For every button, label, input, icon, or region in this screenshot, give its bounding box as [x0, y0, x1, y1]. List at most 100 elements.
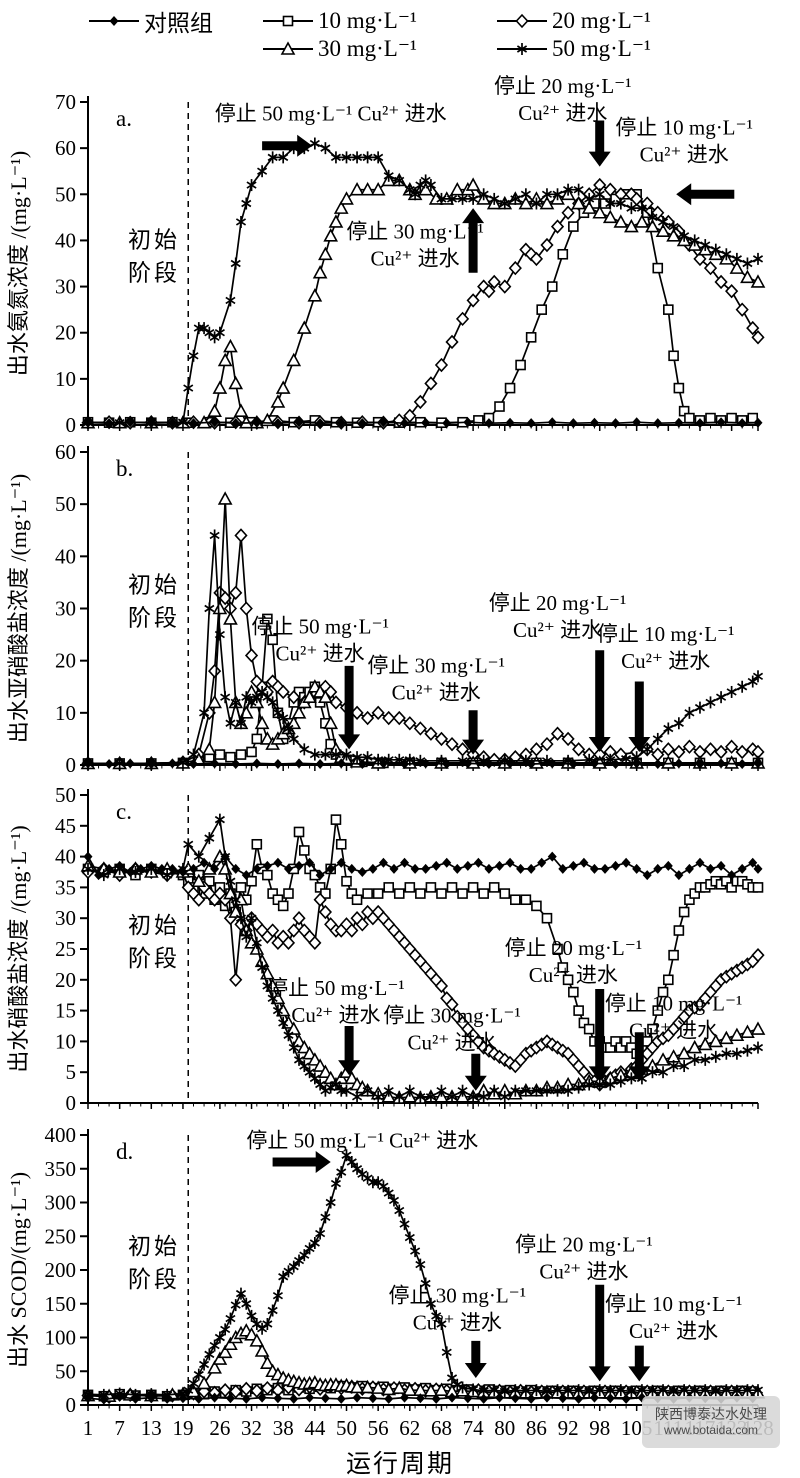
svg-text:40: 40 [55, 544, 76, 568]
svg-text:0: 0 [66, 753, 77, 777]
initial-phase-label: 阶段 [128, 606, 180, 631]
svg-text:10: 10 [55, 367, 76, 391]
svg-text:10: 10 [55, 1029, 76, 1053]
series-s50 [82, 1149, 764, 1401]
svg-text:Cu²⁺ 进水: Cu²⁺ 进水 [392, 680, 481, 704]
legend-item-30: 30 mg·L⁻¹ [262, 36, 417, 62]
x-tick-label: 80 [494, 1416, 515, 1440]
series-s20 [81, 528, 765, 771]
annotation: 停止 10 mg·L⁻¹ Cu²⁺ 进水 [605, 1292, 743, 1382]
x-tick-label: 68 [431, 1416, 452, 1440]
svg-text:50: 50 [55, 182, 76, 206]
legend-item-20: 20 mg·L⁻¹ [496, 8, 651, 34]
svg-text:停止 10 mg·L⁻¹: 停止 10 mg·L⁻¹ [615, 116, 753, 140]
svg-text:60: 60 [55, 440, 76, 464]
x-tick-label: 92 [558, 1416, 579, 1440]
svg-text:Cu²⁺ 进水: Cu²⁺ 进水 [371, 247, 460, 271]
svg-text:Cu²⁺ 进水: Cu²⁺ 进水 [407, 1031, 496, 1055]
svg-text:0: 0 [66, 1393, 77, 1417]
svg-text:5: 5 [66, 1060, 77, 1084]
svg-text:Cu²⁺ 进水: Cu²⁺ 进水 [629, 1018, 718, 1042]
svg-text:停止 30 mg·L⁻¹: 停止 30 mg·L⁻¹ [346, 220, 484, 244]
legend-label: 10 mg·L⁻¹ [318, 8, 417, 33]
svg-text:Cu²⁺ 进水: Cu²⁺ 进水 [629, 1319, 718, 1343]
svg-text:停止 10 mg·L⁻¹: 停止 10 mg·L⁻¹ [605, 991, 743, 1015]
y-axis-title: 出水硝酸盐浓度 /(mg·L⁻¹) [6, 825, 31, 1072]
svg-text:400: 400 [45, 1123, 77, 1147]
x-tick-label: 7 [114, 1416, 125, 1440]
svg-text:Cu²⁺ 进水: Cu²⁺ 进水 [529, 963, 618, 987]
annotation: 停止 30 mg·L⁻¹ Cu²⁺ 进水 [383, 1004, 521, 1091]
series-control [83, 417, 763, 429]
annotation: 停止 50 mg·L⁻¹ Cu²⁺ 进水 [215, 102, 447, 157]
annotation: 停止 10 mg·L⁻¹ Cu²⁺ 进水 [605, 991, 743, 1082]
x-tick-label: 26 [209, 1416, 230, 1440]
panel-letter: c. [116, 799, 132, 824]
x-axis-title: 运行周期 [345, 1451, 454, 1478]
svg-text:35: 35 [55, 875, 76, 899]
svg-text:Cu²⁺ 进水: Cu²⁺ 进水 [513, 618, 602, 642]
legend-label: 50 mg·L⁻¹ [552, 36, 651, 61]
svg-text:25: 25 [55, 937, 76, 961]
legend-label: 30 mg·L⁻¹ [318, 36, 417, 61]
svg-text:30: 30 [55, 597, 76, 621]
svg-text:Cu²⁺ 进水: Cu²⁺ 进水 [539, 1259, 628, 1283]
svg-text:10: 10 [55, 701, 76, 725]
annotation: 停止 30 mg·L⁻¹ Cu²⁺ 进水 [367, 653, 505, 755]
x-tick-label: 98 [589, 1416, 610, 1440]
svg-text:60: 60 [55, 136, 76, 160]
svg-text:20: 20 [55, 649, 76, 673]
svg-text:停止 20 mg·L⁻¹: 停止 20 mg·L⁻¹ [505, 936, 643, 960]
svg-text:50: 50 [55, 783, 76, 807]
annotation: 停止 20 mg·L⁻¹ Cu²⁺ 进水 [489, 591, 627, 752]
x-tick-label: 86 [526, 1416, 547, 1440]
annotation: 停止 50 mg·L⁻¹ Cu²⁺ 进水 [246, 1128, 478, 1173]
svg-text:300: 300 [45, 1191, 77, 1215]
svg-text:30: 30 [55, 275, 76, 299]
svg-text:停止 50 mg·L⁻¹: 停止 50 mg·L⁻¹ [251, 614, 389, 638]
svg-text:停止 50 mg·L⁻¹: 停止 50 mg·L⁻¹ [267, 976, 405, 1000]
annotation: 停止 30 mg·L⁻¹ Cu²⁺ 进水 [346, 208, 485, 273]
legend-marker-icon [497, 43, 547, 55]
svg-text:停止 50 mg·L⁻¹ Cu²⁺ 进水: 停止 50 mg·L⁻¹ Cu²⁺ 进水 [215, 102, 447, 126]
legend: 对照组 10 mg·L⁻¹ 20 mg·L⁻¹ 30 mg·L⁻¹ 50 mg·L⁻¹ [0, 0, 800, 80]
annotation: 停止 30 mg·L⁻¹ Cu²⁺ 进水 [389, 1284, 527, 1378]
initial-phase-label: 初始 [128, 573, 180, 598]
svg-text:停止 10 mg·L⁻¹: 停止 10 mg·L⁻¹ [605, 1292, 743, 1316]
y-axis-title: 出水氨氮浓度 /(mg·L⁻¹) [6, 151, 31, 376]
svg-text:停止 20 mg·L⁻¹: 停止 20 mg·L⁻¹ [489, 591, 627, 615]
svg-text:停止 10 mg·L⁻¹: 停止 10 mg·L⁻¹ [597, 622, 735, 646]
svg-text:停止 30 mg·L⁻¹: 停止 30 mg·L⁻¹ [389, 1284, 527, 1308]
legend-marker-icon [89, 16, 139, 26]
svg-text:停止 50 mg·L⁻¹ Cu²⁺ 进水: 停止 50 mg·L⁻¹ Cu²⁺ 进水 [246, 1128, 478, 1152]
svg-text:Cu²⁺ 进水: Cu²⁺ 进水 [640, 143, 729, 167]
legend-item-10: 10 mg·L⁻¹ [262, 8, 417, 34]
initial-phase-label: 阶段 [128, 261, 180, 286]
svg-text:50: 50 [55, 492, 76, 516]
svg-text:30: 30 [55, 906, 76, 930]
x-tick-label: 50 [336, 1416, 357, 1440]
svg-text:150: 150 [45, 1292, 77, 1316]
svg-text:40: 40 [55, 228, 76, 252]
svg-text:停止 30 mg·L⁻¹: 停止 30 mg·L⁻¹ [383, 1004, 521, 1028]
x-tick-label: 19 [172, 1416, 193, 1440]
svg-text:40: 40 [55, 845, 76, 869]
x-tick-label: 32 [241, 1416, 262, 1440]
x-tick-label: 1 [83, 1416, 94, 1440]
x-tick-label: 74 [463, 1416, 485, 1440]
watermark: 陕西博泰达水处理 www.botaida.com [642, 1396, 780, 1448]
svg-text:100: 100 [45, 1326, 77, 1350]
svg-text:0: 0 [66, 413, 77, 437]
svg-text:200: 200 [45, 1258, 77, 1282]
svg-text:Cu²⁺ 进水: Cu²⁺ 进水 [291, 1003, 380, 1027]
annotation: 停止 20 mg·L⁻¹ Cu²⁺ 进水 [494, 74, 632, 167]
x-tick-label: 13 [141, 1416, 162, 1440]
annotation: 停止 50 mg·L⁻¹ Cu²⁺ 进水 [267, 976, 405, 1076]
legend-label: 20 mg·L⁻¹ [552, 8, 651, 33]
panel-letter: a. [116, 106, 132, 131]
